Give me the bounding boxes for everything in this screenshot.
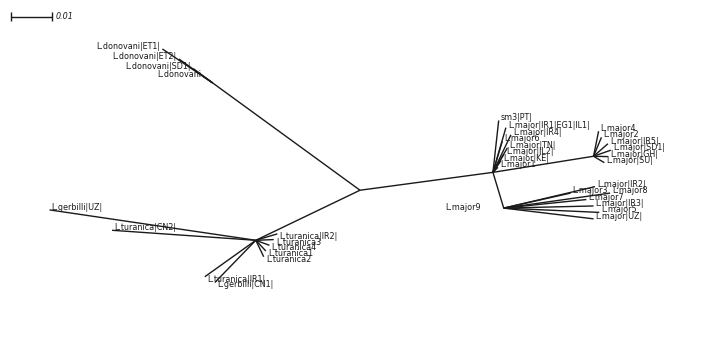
Text: L.turanica2: L.turanica2 xyxy=(266,255,311,264)
Text: L.gerbilli|UZ|: L.gerbilli|UZ| xyxy=(52,203,103,212)
Text: L.major|IR2|: L.major|IR2| xyxy=(597,180,646,188)
Text: L.donovani|ET2|: L.donovani|ET2| xyxy=(112,52,176,61)
Text: L.major|IR1|EG1|IL1|: L.major|IR1|EG1|IL1| xyxy=(508,121,590,130)
Text: L.major|IL2|: L.major|IL2| xyxy=(506,148,554,157)
Text: L.major|KE|: L.major|KE| xyxy=(503,154,549,163)
Text: L.turanica|IR2|: L.turanica|IR2| xyxy=(279,232,338,241)
Text: L.major|SU|: L.major|SU| xyxy=(606,156,653,165)
Text: 0.01: 0.01 xyxy=(55,12,73,21)
Text: L.turanica|CN2|: L.turanica|CN2| xyxy=(114,223,176,232)
Text: L.major|GH|: L.major|GH| xyxy=(610,150,658,159)
Text: L.major3: L.major3 xyxy=(572,186,608,195)
Text: L.turanica1: L.turanica1 xyxy=(268,249,313,258)
Text: L.major1: L.major1 xyxy=(500,160,536,169)
Text: L.major6: L.major6 xyxy=(505,134,540,143)
Text: L.major|IR3|: L.major|IR3| xyxy=(595,199,644,208)
Text: L.major8: L.major8 xyxy=(612,186,648,195)
Text: L.major4: L.major4 xyxy=(600,124,636,133)
Text: L.major|SD1|: L.major|SD1| xyxy=(613,143,665,152)
Text: L.major|UZ|: L.major|UZ| xyxy=(595,212,643,221)
Text: L.donovani|SD1|: L.donovani|SD1| xyxy=(125,62,191,71)
Text: L.major|TN|: L.major|TN| xyxy=(510,141,556,150)
Text: L.major9: L.major9 xyxy=(445,203,481,212)
Text: L.gerbilli|CN1|: L.gerbilli|CN1| xyxy=(217,280,274,289)
Text: sm3|PT|: sm3|PT| xyxy=(501,113,533,122)
Text: L.major2: L.major2 xyxy=(603,130,639,139)
Text: L.major|IR4|: L.major|IR4| xyxy=(513,128,562,137)
Text: L.major5: L.major5 xyxy=(601,205,637,214)
Text: L.major|IR5|: L.major|IR5| xyxy=(610,137,659,146)
Text: L.donovani: L.donovani xyxy=(157,70,201,79)
Text: L.turanica|IR1|: L.turanica|IR1| xyxy=(207,275,265,284)
Text: L.donovani|ET1|: L.donovani|ET1| xyxy=(96,42,161,51)
Text: L.turanica3: L.turanica3 xyxy=(276,238,321,247)
Text: L.major7: L.major7 xyxy=(588,192,624,201)
Text: L.turanica4: L.turanica4 xyxy=(271,243,317,252)
